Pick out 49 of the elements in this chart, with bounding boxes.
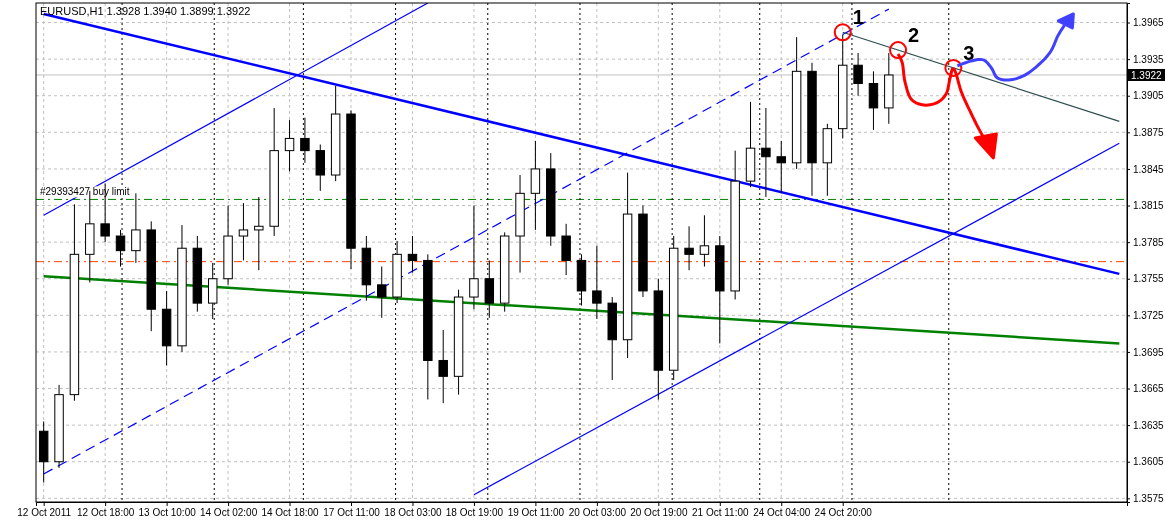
candlestick — [238, 202, 249, 261]
y-tick-label: 1.3905 — [1133, 90, 1165, 102]
y-tick-label: 1.3845 — [1133, 163, 1165, 175]
x-tick-label: 12 Oct 18:00 — [77, 507, 135, 519]
x-tick-label: 14 Oct 02:00 — [199, 507, 258, 519]
y-tick-label: 1.3725 — [1133, 310, 1165, 322]
y-tick-label: 1.3965 — [1133, 17, 1165, 29]
annotation: 1 — [852, 6, 864, 29]
candlestick — [284, 119, 295, 172]
candlestick — [438, 329, 448, 404]
x-tick-label: 20 Oct 03:00 — [568, 507, 627, 519]
x-tick-label: 24 Oct 20:00 — [814, 507, 873, 519]
annotation: 3 — [963, 41, 975, 64]
annotation: 2 — [908, 24, 920, 47]
y-tick-label: 1.3785 — [1133, 236, 1165, 248]
candlestick — [684, 225, 694, 271]
x-tick-label: 24 Oct 04:00 — [753, 507, 811, 519]
y-tick-label: 1.3575 — [1133, 493, 1165, 505]
x-tick-label: 21 Oct 11:00 — [692, 507, 749, 519]
x-tick-label: 14 Oct 18:00 — [261, 507, 320, 519]
x-tick-label: 17 Oct 11:00 — [323, 507, 381, 519]
x-tick-label: 13 Oct 10:00 — [138, 507, 197, 519]
x-tick-label: 19 Oct 11:00 — [507, 507, 565, 519]
x-tick-label: 12 Oct 2011 — [17, 507, 72, 519]
candlestick — [254, 196, 264, 271]
x-tick-label: 20 Oct 19:00 — [630, 507, 688, 519]
y-tick-label: 1.3755 — [1133, 273, 1165, 285]
candlestick — [131, 192, 141, 264]
x-tick-label: 18 Oct 19:00 — [445, 507, 504, 519]
x-tick-label: 18 Oct 03:00 — [384, 507, 443, 519]
candlestick — [761, 107, 771, 198]
y-tick-label: 1.3635 — [1133, 419, 1165, 431]
candlestick — [469, 205, 479, 310]
y-tick-label: 1.3935 — [1133, 53, 1165, 65]
ref-line-label: 1.3922 — [1131, 69, 1163, 81]
y-tick-label: 1.3815 — [1133, 200, 1165, 212]
candlestick — [592, 245, 602, 320]
chart-title: EURUSD,H1 1.3928 1.3940 1.3899 1.3922 — [40, 5, 251, 17]
candlestick — [377, 266, 387, 319]
candlestick — [300, 117, 310, 164]
candlestick — [776, 140, 786, 194]
y-tick-label: 1.3665 — [1133, 383, 1165, 395]
candlestick — [699, 214, 710, 268]
candlestick — [853, 52, 863, 97]
y-tick-label: 1.3605 — [1133, 456, 1165, 468]
y-tick-label: 1.3695 — [1133, 346, 1165, 358]
candlestick — [115, 229, 126, 268]
candlestick — [407, 235, 418, 274]
y-tick-label: 1.3875 — [1133, 127, 1165, 139]
